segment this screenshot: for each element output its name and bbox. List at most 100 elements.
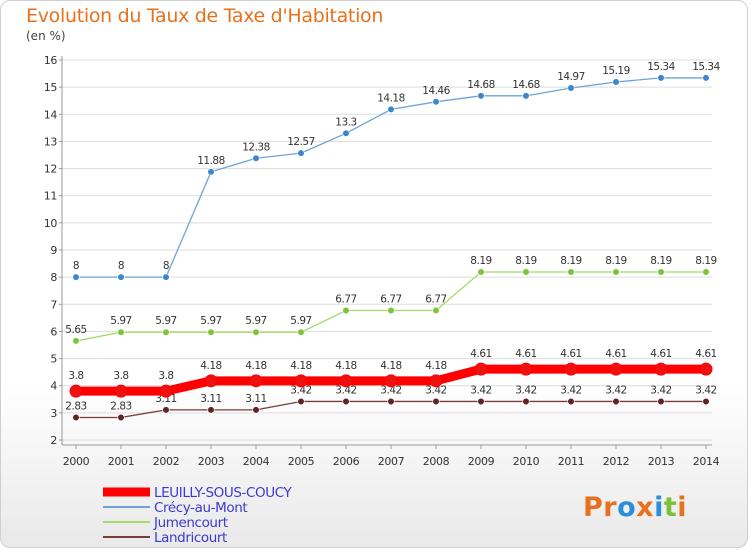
y-tick-label: 14 — [44, 108, 58, 121]
y-tick-label: 6 — [50, 325, 57, 338]
x-tick-label: 2013 — [648, 455, 675, 468]
data-point — [522, 92, 530, 100]
data-point — [567, 268, 575, 276]
chart-unit-label: (en %) — [26, 29, 66, 43]
data-label: 4.18 — [335, 360, 356, 372]
data-label: 15.34 — [692, 61, 720, 73]
data-label: 6.77 — [335, 294, 356, 306]
data-point — [339, 374, 353, 388]
data-label: 3.42 — [290, 384, 311, 396]
data-label: 8.19 — [695, 255, 716, 267]
legend-label: LEUILLY-SOUS-COUCY — [154, 485, 293, 501]
data-point — [342, 306, 350, 315]
x-tick-label: 2010 — [513, 455, 540, 468]
data-label: 3.42 — [650, 384, 671, 396]
data-label: 4.18 — [290, 360, 311, 372]
x-tick-label: 2007 — [378, 455, 405, 468]
data-point — [249, 374, 263, 388]
data-label: 6.77 — [380, 294, 401, 306]
data-point — [699, 362, 713, 376]
data-label: 6.77 — [425, 294, 446, 306]
data-point — [387, 306, 395, 315]
data-point — [432, 306, 440, 315]
data-label: 14.97 — [557, 71, 585, 83]
data-label: 4.18 — [200, 360, 221, 372]
data-point — [207, 406, 215, 414]
data-point — [162, 406, 170, 414]
y-tick-label: 12 — [44, 163, 57, 176]
data-point — [567, 84, 575, 92]
data-point — [702, 268, 710, 276]
data-label: 14.46 — [422, 85, 450, 97]
y-tick-label: 10 — [44, 217, 58, 230]
data-point — [522, 268, 530, 276]
data-point — [204, 374, 218, 388]
y-tick-label: 3 — [50, 407, 57, 420]
y-tick-label: 11 — [44, 190, 57, 203]
data-label: 13.3 — [335, 116, 356, 128]
data-label: 8.19 — [515, 255, 536, 267]
data-point — [657, 74, 665, 82]
legend-label: Crécy-au-Mont — [154, 500, 247, 516]
data-label: 8.19 — [470, 255, 491, 267]
data-label: 5.97 — [155, 315, 176, 327]
data-label: 8.19 — [605, 255, 626, 267]
x-tick-label: 2014 — [693, 455, 720, 468]
data-label: 8 — [73, 260, 79, 272]
data-label: 14.68 — [467, 79, 495, 91]
data-point — [609, 362, 623, 376]
data-label: 2.83 — [110, 400, 131, 412]
legend-label: Landricourt — [154, 530, 227, 546]
data-point — [657, 397, 665, 406]
data-label: 14.18 — [377, 92, 405, 104]
data-label: 8.19 — [560, 255, 581, 267]
data-label: 4.18 — [245, 360, 266, 372]
data-point — [519, 362, 533, 376]
y-tick-label: 8 — [50, 271, 57, 284]
data-point — [252, 154, 260, 162]
data-label: 3.42 — [335, 384, 356, 396]
data-label: 15.34 — [647, 61, 675, 73]
data-point — [567, 397, 575, 406]
data-point — [477, 92, 485, 100]
data-point — [522, 397, 530, 406]
data-point — [69, 384, 83, 398]
data-label: 5.97 — [290, 315, 311, 327]
data-point — [477, 397, 485, 406]
data-point — [297, 149, 305, 157]
data-label: 8 — [118, 260, 124, 272]
x-tick-label: 2001 — [108, 455, 134, 468]
x-tick-label: 2003 — [198, 455, 225, 468]
data-label: 12.57 — [287, 136, 315, 148]
data-point — [252, 328, 260, 336]
data-point — [72, 273, 80, 281]
data-point — [72, 337, 80, 345]
data-label: 3.42 — [605, 384, 626, 396]
data-label: 3.42 — [380, 384, 401, 396]
x-tick-label: 2006 — [333, 455, 360, 468]
data-label: 11.88 — [197, 155, 225, 167]
data-point — [159, 384, 173, 398]
data-label: 4.61 — [695, 348, 716, 360]
data-point — [564, 362, 578, 376]
data-point — [342, 129, 350, 137]
y-tick-label: 2 — [50, 434, 57, 447]
data-label: 4.61 — [605, 348, 626, 360]
data-point — [207, 168, 215, 176]
y-tick-label: 15 — [44, 81, 58, 94]
data-point — [252, 406, 260, 414]
legend-label: Jumencourt — [153, 515, 228, 531]
data-label: 3.8 — [68, 370, 83, 382]
data-label: 3.42 — [470, 384, 491, 396]
data-label: 5.65 — [65, 324, 86, 336]
data-point — [477, 268, 485, 276]
data-point — [612, 268, 620, 276]
data-label: 3.8 — [113, 370, 128, 382]
data-label: 14.68 — [512, 79, 540, 91]
proxiti-logo: Proxiti — [583, 492, 687, 523]
x-tick-label: 2011 — [558, 455, 584, 468]
x-tick-label: 2009 — [468, 455, 495, 468]
x-tick-label: 2002 — [153, 455, 179, 468]
